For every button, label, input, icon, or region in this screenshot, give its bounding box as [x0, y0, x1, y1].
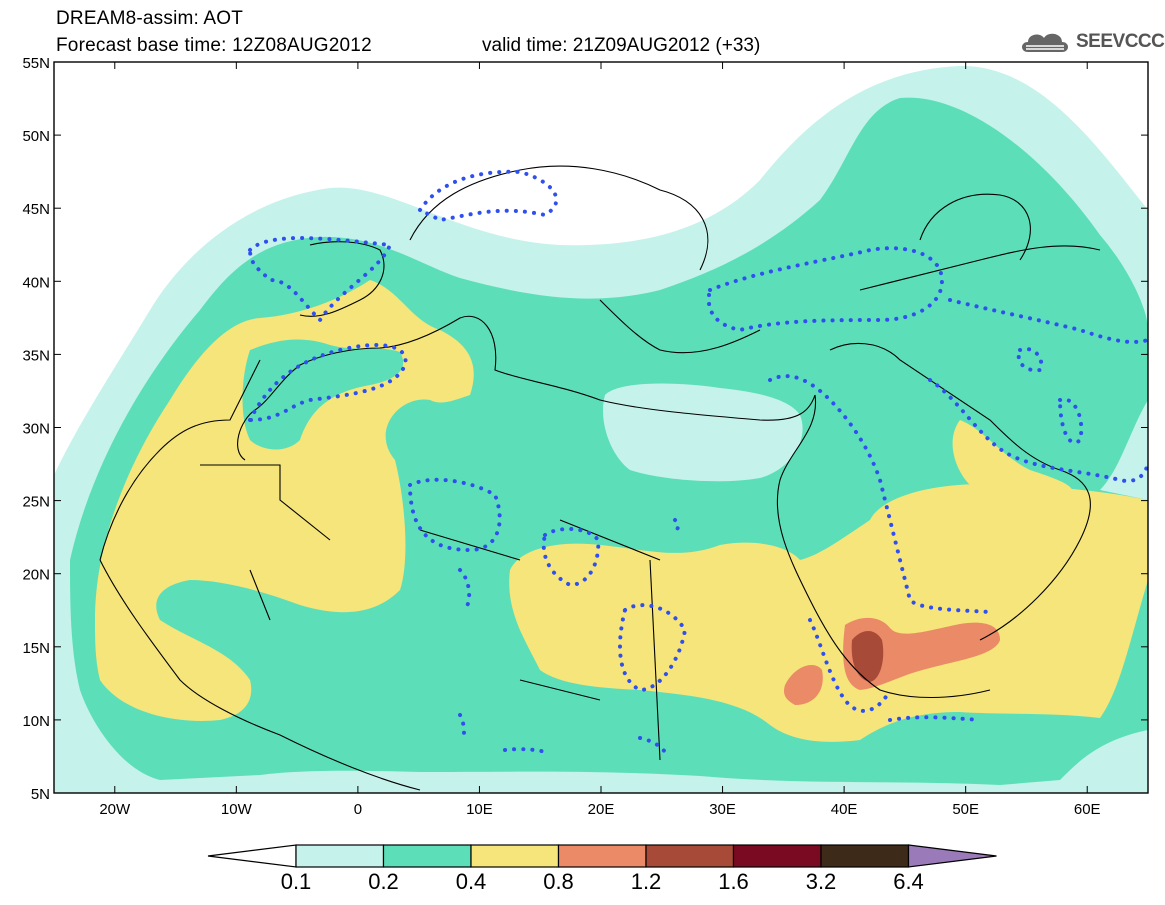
legend-label: 3.2 — [806, 869, 837, 894]
lon-label: 10W — [221, 801, 253, 818]
lat-label: 45N — [22, 201, 50, 218]
dotted-contours — [246, 169, 1148, 754]
axis-ticks — [54, 61, 1148, 794]
legend-swatch — [820, 844, 910, 868]
aot-level-0.4-sahel — [509, 484, 1148, 742]
aot-level-0.4-gulf — [952, 420, 1073, 502]
aot-level-0.8 — [843, 617, 1000, 690]
longitude-labels: 20W 10W 0 10E 20E 30E 40E 50E 60E — [99, 801, 1100, 818]
legend-label: 0.4 — [456, 869, 487, 894]
lon-label: 30E — [709, 801, 736, 818]
legend-swatch — [645, 844, 735, 868]
lat-label: 5N — [31, 786, 50, 803]
lat-label: 10N — [22, 713, 50, 730]
aot-level-0.1-interior — [602, 383, 803, 482]
legend-swatch — [557, 844, 647, 868]
forecast-base-time: Forecast base time: 12Z08AUG2012 — [56, 35, 372, 56]
lat-label: 55N — [22, 55, 50, 72]
legend-label: 1.2 — [631, 869, 662, 894]
seevccc-logo: SEEVCCC — [1018, 28, 1165, 56]
aot-level-0.8-small — [784, 665, 823, 705]
aot-level-0.2-nw — [242, 339, 404, 450]
lat-label: 50N — [22, 128, 50, 145]
legend-label: 0.1 — [281, 869, 312, 894]
legend-label: 1.6 — [718, 869, 749, 894]
lat-label: 15N — [22, 640, 50, 657]
color-legend: 0.1 0.2 0.4 0.8 1.2 1.6 3.2 6.4 — [207, 844, 997, 894]
logo-text: SEEVCCC — [1076, 31, 1165, 52]
coastlines — [99, 165, 1101, 791]
aot-fields — [54, 65, 1148, 793]
legend-swatch — [732, 844, 822, 868]
legend-swatch — [470, 844, 560, 868]
map-title: DREAM8-assim: AOT — [56, 8, 244, 29]
lon-label: 20E — [588, 801, 615, 818]
lon-label: 20W — [99, 801, 131, 818]
aot-level-1.2 — [851, 631, 884, 682]
lat-label: 35N — [22, 347, 50, 364]
legend-label: 6.4 — [893, 869, 924, 894]
lat-label: 40N — [22, 274, 50, 291]
cloud-icon — [1022, 33, 1068, 52]
valid-time: valid time: 21Z09AUG2012 (+33) — [482, 35, 761, 56]
legend-label: 0.2 — [368, 869, 399, 894]
lon-label: 10E — [466, 801, 493, 818]
legend-over-arrow — [907, 844, 997, 868]
aot-level-0.4-west — [95, 280, 474, 721]
legend-under-arrow — [207, 844, 297, 868]
legend-swatch — [382, 844, 472, 868]
lat-label: 30N — [22, 421, 50, 438]
lon-label: 60E — [1074, 801, 1101, 818]
lat-label: 20N — [22, 567, 50, 584]
lon-label: 40E — [831, 801, 858, 818]
legend-swatch — [295, 844, 385, 868]
lon-label: 50E — [952, 801, 979, 818]
legend-label: 0.8 — [543, 869, 574, 894]
lat-label: 25N — [22, 494, 50, 511]
latitude-labels: 55N 50N 45N 40N 35N 30N 25N 20N 15N 10N 5N — [22, 55, 50, 803]
lon-label: 0 — [354, 801, 362, 818]
